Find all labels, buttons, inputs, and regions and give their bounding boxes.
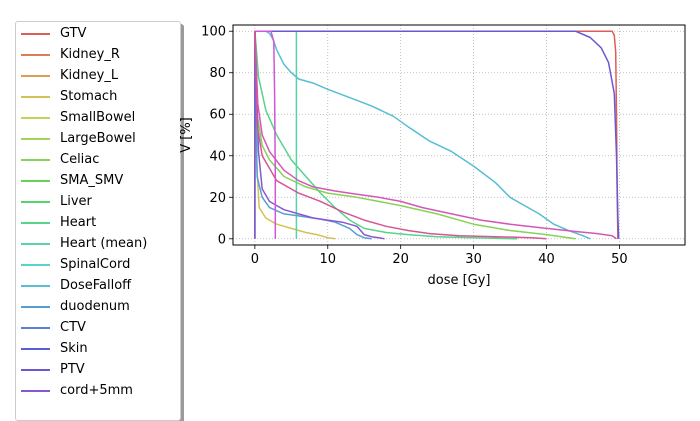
legend-item: LargeBowel (16, 128, 176, 149)
legend-label: Kidney_R (60, 47, 120, 62)
x-tick-label: 30 (465, 252, 482, 267)
x-tick-label: 50 (611, 252, 628, 267)
legend-item: SpinalCord (16, 254, 176, 275)
y-axis-label: V [%] (179, 117, 194, 153)
legend-item: GTV (16, 23, 176, 44)
y-tick-label: 0 (218, 232, 226, 247)
legend-label: Skin (60, 341, 88, 356)
y-tick-label: 100 (201, 25, 226, 40)
y-tick-label: 20 (209, 191, 226, 206)
legend-item: Liver (16, 191, 176, 212)
legend-item: Celiac (16, 149, 176, 170)
legend-label: Kidney_L (60, 68, 119, 83)
legend-swatch (21, 180, 50, 182)
legend-item: PTV (16, 359, 176, 380)
legend-item: DoseFalloff (16, 275, 176, 296)
legend-label: Liver (60, 194, 92, 209)
legend-swatch (21, 243, 50, 245)
series-line-12 (254, 30, 591, 240)
legend-item: Kidney_R (16, 44, 176, 65)
x-tick-label: 0 (251, 252, 259, 267)
legend-label: cord+5mm (60, 383, 133, 398)
legend-label: LargeBowel (60, 131, 136, 146)
legend-item: SmallBowel (16, 107, 176, 128)
legend-swatch (21, 159, 50, 161)
legend-item: Heart (16, 212, 176, 233)
legend-item: Stomach (16, 86, 176, 107)
series-line-0 (254, 30, 619, 239)
legend-item: SMA_SMV (16, 170, 176, 191)
legend-swatch (21, 75, 50, 77)
y-tick-label: 80 (209, 66, 226, 81)
legend-label: GTV (60, 26, 87, 41)
legend-swatch (21, 117, 50, 119)
legend-swatch (21, 369, 50, 371)
series-line-9 (254, 31, 518, 240)
legend-label: Heart (60, 215, 97, 230)
dvh-chart: 0 10 20 30 40 50 0 20 40 60 80 100 dose [Gy] V [%] (179, 24, 686, 288)
legend-label: SpinalCord (60, 257, 131, 272)
legend-item: Kidney_L (16, 65, 176, 86)
series-line-20 (254, 31, 547, 240)
legend-label: Celiac (60, 152, 100, 167)
legend-label: PTV (60, 362, 85, 377)
legend-swatch (21, 54, 50, 56)
legend-label: Heart (mean) (60, 236, 148, 251)
legend-swatch (21, 33, 50, 35)
legend-swatch (21, 327, 50, 329)
legend: GTV Kidney_R Kidney_L Stomach SmallBowel Larg… (15, 21, 181, 421)
y-tick-label: 40 (209, 149, 226, 164)
legend-swatch (21, 222, 50, 224)
legend-label: DoseFalloff (60, 278, 132, 293)
legend-label: duodenum (60, 299, 130, 314)
legend-label: Stomach (60, 89, 118, 104)
series-line-6 (254, 31, 576, 240)
legend-label: SMA_SMV (60, 173, 124, 188)
legend-item: Skin (16, 338, 176, 359)
legend-item: cord+5mm (16, 380, 176, 401)
legend-swatch (21, 390, 50, 392)
x-axis-label: dose [Gy] (427, 273, 490, 288)
legend-swatch (21, 201, 50, 203)
series-line-19 (254, 31, 617, 240)
legend-item: Heart (mean) (16, 233, 176, 254)
legend-item: duodenum (16, 296, 176, 317)
legend-label: CTV (60, 320, 86, 335)
series-line-18 (254, 30, 277, 239)
x-tick-label: 40 (538, 252, 555, 267)
ticks: 0 10 20 30 40 50 0 20 40 60 80 100 (201, 25, 627, 267)
series-line-3 (254, 31, 336, 240)
legend-label: SmallBowel (60, 110, 136, 125)
series-line-13 (254, 31, 372, 240)
series-line-16 (254, 30, 620, 239)
series-line-17 (254, 31, 385, 240)
legend-swatch (21, 138, 50, 140)
series-layer (254, 30, 620, 240)
legend-item: CTV (16, 317, 176, 338)
legend-swatch (21, 264, 50, 266)
x-tick-label: 10 (320, 252, 337, 267)
legend-swatch (21, 96, 50, 98)
y-tick-label: 60 (209, 108, 226, 123)
plot-frame (232, 24, 686, 246)
legend-swatch (21, 306, 50, 308)
legend-swatch (21, 285, 50, 287)
x-tick-label: 20 (392, 252, 409, 267)
legend-swatch (21, 348, 50, 350)
